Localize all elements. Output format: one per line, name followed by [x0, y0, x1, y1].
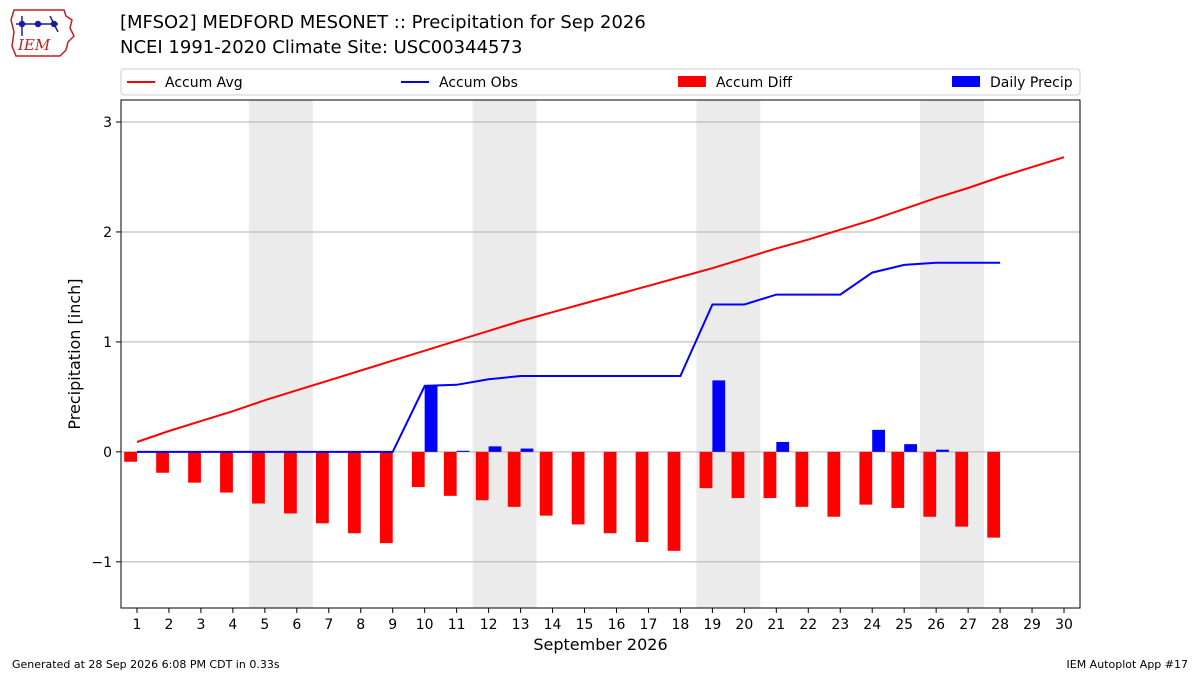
- legend-accum-diff-swatch: [678, 76, 706, 87]
- x-tick-label: 21: [767, 617, 785, 633]
- x-tick-label: 19: [703, 617, 721, 633]
- x-tick-label: 23: [831, 617, 849, 633]
- accum-diff-bar: [443, 451, 457, 496]
- weekend-band: [696, 100, 761, 608]
- x-tick-label: 12: [480, 617, 498, 633]
- accum-avg-line: [136, 156, 1065, 443]
- x-tick-label: 1: [133, 617, 142, 633]
- accum-diff-bar: [507, 451, 521, 507]
- accum-diff-bar: [571, 451, 585, 525]
- legend-frame: [120, 68, 1081, 96]
- daily-precip-bar: [488, 446, 502, 452]
- weekend-band: [472, 100, 537, 608]
- x-tick-label: 4: [228, 617, 237, 633]
- accum-diff-bar: [411, 451, 425, 488]
- legend: Accum Avg Accum Obs Accum Diff Daily Precip: [120, 68, 1081, 96]
- x-tick-label: 15: [576, 617, 594, 633]
- generated-timestamp: Generated at 28 Sep 2026 6:08 PM CDT in …: [12, 658, 280, 671]
- daily-precip-bar: [936, 449, 949, 452]
- accum-diff-bar: [156, 451, 169, 473]
- accum-diff-bar: [795, 451, 809, 507]
- legend-accum-obs-label: Accum Obs: [439, 75, 518, 91]
- x-tick-label: 18: [672, 617, 690, 633]
- daily-precip-bar: [872, 429, 886, 452]
- accum-diff-bar: [891, 451, 905, 508]
- x-tick-label: 25: [895, 617, 913, 633]
- x-tick-label: 7: [324, 617, 333, 633]
- x-tick-label: 9: [388, 617, 397, 633]
- weather-station-icon: [16, 15, 59, 36]
- accum-diff-bar: [347, 451, 361, 534]
- weekend-band: [248, 100, 313, 608]
- x-tick-label: 8: [356, 617, 365, 633]
- x-tick-label: 10: [416, 617, 434, 633]
- accum-diff-bar: [124, 451, 137, 462]
- accum-diff-bar: [827, 451, 841, 517]
- iowa-state-outline: [10, 9, 75, 57]
- y-tick-label: 2: [103, 225, 112, 241]
- accum-diff-bar: [284, 451, 297, 514]
- accum-diff-bar: [220, 451, 233, 493]
- legend-accum-avg-label: Accum Avg: [165, 75, 243, 91]
- x-tick-label: 16: [608, 617, 626, 633]
- y-tick-label: −1: [91, 555, 112, 571]
- legend-accum-diff-label: Accum Diff: [716, 75, 792, 91]
- accum-diff-bar: [699, 451, 713, 489]
- accum-diff-bar: [731, 451, 745, 499]
- y-tick-label: 3: [103, 115, 112, 131]
- accum-diff-bar: [859, 451, 873, 505]
- accum-diff-bar: [603, 451, 617, 534]
- y-tick-label: 1: [103, 335, 112, 351]
- accum-diff-bar: [763, 451, 777, 499]
- accum-diff-bar: [635, 451, 649, 543]
- accum-diff-bar: [252, 451, 265, 504]
- x-tick-label: 2: [164, 617, 173, 633]
- chart-title: [MFSO2] MEDFORD MESONET :: Precipitation…: [120, 12, 646, 33]
- x-tick-label: 13: [512, 617, 530, 633]
- daily-precip-bar: [904, 444, 917, 452]
- y-tick-label: 0: [103, 445, 112, 461]
- x-tick-label: 29: [1023, 617, 1041, 633]
- legend-daily-precip-label: Daily Precip: [990, 75, 1073, 91]
- accum-diff-bar: [315, 451, 329, 524]
- daily-precip-bar: [712, 380, 726, 452]
- legend-daily-precip-swatch: [952, 76, 980, 87]
- logo-text: IEM: [17, 36, 51, 54]
- accum-diff-bar: [379, 451, 393, 544]
- accum-diff-bar: [475, 451, 489, 501]
- accum-diff-bar: [667, 451, 681, 551]
- iem-logo: IEM: [10, 9, 75, 57]
- accum-diff-bar: [188, 451, 201, 483]
- weekend-band: [920, 100, 985, 608]
- accum-diff-bar: [539, 451, 553, 516]
- accum-diff-bar: [955, 451, 969, 527]
- chart-subtitle: NCEI 1991-2020 Climate Site: USC00344573: [120, 37, 523, 58]
- x-tick-label: 27: [959, 617, 977, 633]
- x-tick-label: 24: [863, 617, 881, 633]
- x-tick-label: 11: [448, 617, 466, 633]
- daily-precip-bar: [424, 385, 438, 452]
- x-tick-label: 6: [292, 617, 301, 633]
- x-axis-label: September 2026: [533, 635, 667, 654]
- y-axis-label: Precipitation [inch]: [65, 278, 84, 429]
- x-tick-label: 20: [735, 617, 753, 633]
- x-tick-label: 3: [196, 617, 205, 633]
- daily-precip-bar: [520, 448, 534, 452]
- x-tick-label: 17: [640, 617, 658, 633]
- x-tick-label: 14: [544, 617, 562, 633]
- x-tick-label: 28: [991, 617, 1009, 633]
- app-label: IEM Autoplot App #17: [1066, 658, 1189, 671]
- daily-precip-bar: [456, 450, 470, 452]
- accum-diff-bar: [987, 451, 1001, 538]
- accum-obs-line: [137, 261, 1001, 453]
- x-tick-label: 26: [927, 617, 945, 633]
- x-tick-label: 30: [1055, 617, 1073, 633]
- plot-frame: [120, 99, 1081, 609]
- accum-diff-bar: [923, 451, 937, 517]
- x-tick-label: 5: [260, 617, 269, 633]
- x-tick-label: 22: [799, 617, 817, 633]
- daily-precip-bar: [776, 441, 790, 452]
